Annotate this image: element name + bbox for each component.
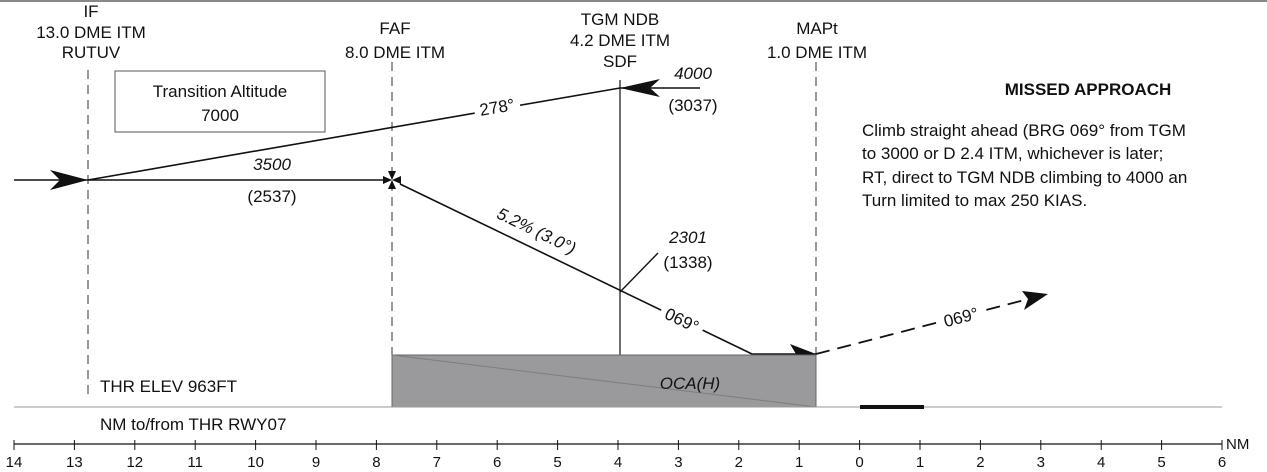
initial-altitude: 3500 [253, 155, 291, 174]
ndb-fix-name: TGM NDB [581, 10, 659, 29]
if-fix-label: IF 13.0 DME ITM RUTUV [36, 2, 146, 62]
scale-tick-label: 9 [312, 454, 320, 471]
threshold-elevation: THR ELEV 963FT [100, 377, 237, 396]
missed-approach-line-1: Climb straight ahead (BRG 069° from TGM [862, 121, 1186, 140]
missed-track-label: 069° [942, 304, 981, 331]
stepdown-leader-line [619, 252, 659, 293]
faf-cross-icon [383, 171, 401, 189]
mapt-fix-label: MAPt 1.0 DME ITM [767, 19, 867, 62]
ndb-fix-ident: SDF [603, 52, 637, 71]
faf-fix-dme: 8.0 DME ITM [345, 43, 445, 62]
scale-tick-label: 12 [126, 454, 143, 471]
transition-altitude-label: Transition Altitude [153, 82, 288, 101]
scale-tick-label: 4 [614, 454, 622, 471]
missed-approach-path [815, 295, 1041, 355]
scale-tick-label: 11 [187, 454, 203, 471]
oca-label: OCA(H) [660, 374, 720, 393]
scale-tick-label: 3 [674, 454, 682, 471]
scale-tick-label: 5 [553, 454, 561, 471]
scale-tick-label: 2 [735, 454, 743, 471]
distance-scale-ticks: 14 13 12 11 10 9 8 7 6 5 4 3 2 1 0 1 2 3 4 5 6 [6, 440, 1226, 471]
missed-approach-line-3: RT, direct to TGM NDB climbing to 4000 a… [862, 168, 1187, 187]
distance-caption: NM to/from THR RWY07 [100, 415, 286, 434]
outbound-track-line [87, 87, 621, 181]
mapt-fix-name: MAPt [796, 19, 838, 38]
scale-tick-label: 8 [372, 454, 380, 471]
ndb-inbound-arrow [620, 79, 660, 97]
faf-fix-label: FAF 8.0 DME ITM [345, 19, 445, 62]
scale-tick-label: 10 [247, 454, 264, 471]
initial-approach-arrow [50, 170, 88, 190]
missed-track-mask [935, 300, 987, 334]
transition-altitude-value: 7000 [201, 106, 239, 125]
faf-fix-name: FAF [379, 19, 410, 38]
missed-approach-notes: MISSED APPROACH Climb straight ahead (BR… [862, 80, 1187, 210]
scale-tick-label: 4 [1097, 454, 1105, 471]
scale-tick-label: 0 [855, 454, 863, 471]
missed-approach-arrow [1022, 291, 1048, 310]
scale-tick-label: 14 [6, 454, 23, 471]
track-069-mask [656, 300, 708, 340]
scale-tick-label: 6 [1218, 454, 1226, 471]
scale-tick-label: 1 [916, 454, 924, 471]
scale-tick-label: 7 [433, 454, 441, 471]
ndb-fix-dme: 4.2 DME ITM [570, 31, 670, 50]
mapt-fix-dme: 1.0 DME ITM [767, 43, 867, 62]
track-278-mask [472, 92, 522, 122]
runway-bar [860, 405, 924, 409]
stepdown-altitude: 2301 [668, 228, 707, 247]
scale-tick-label: 6 [493, 454, 501, 471]
ndb-fix-label: TGM NDB 4.2 DME ITM SDF [570, 10, 670, 71]
if-fix-name: IF [83, 2, 98, 21]
oca-diagonal [391, 354, 817, 408]
missed-approach-line-2: to 3000 or D 2.4 ITM, whichever is later… [862, 144, 1163, 163]
transition-altitude-box: Transition Altitude 7000 [114, 70, 326, 133]
scale-tick-label: 5 [1157, 454, 1165, 471]
scale-tick-label: 2 [976, 454, 984, 471]
scale-tick-label: 3 [1037, 454, 1045, 471]
if-fix-dme: 13.0 DME ITM [36, 23, 146, 42]
missed-approach-title: MISSED APPROACH [1005, 80, 1172, 99]
initial-height: (2537) [247, 187, 296, 206]
scale-tick-label: 13 [66, 454, 83, 471]
ndb-altitude: 4000 [674, 64, 712, 83]
missed-approach-line-4: Turn limited to max 250 KIAS. [862, 191, 1087, 210]
if-fix-ident: RUTUV [62, 43, 121, 62]
scale-tick-label: 1 [795, 454, 803, 471]
ndb-height: (3037) [668, 96, 717, 115]
distance-scale-unit: NM [1226, 436, 1249, 453]
stepdown-height: (1338) [663, 253, 712, 272]
